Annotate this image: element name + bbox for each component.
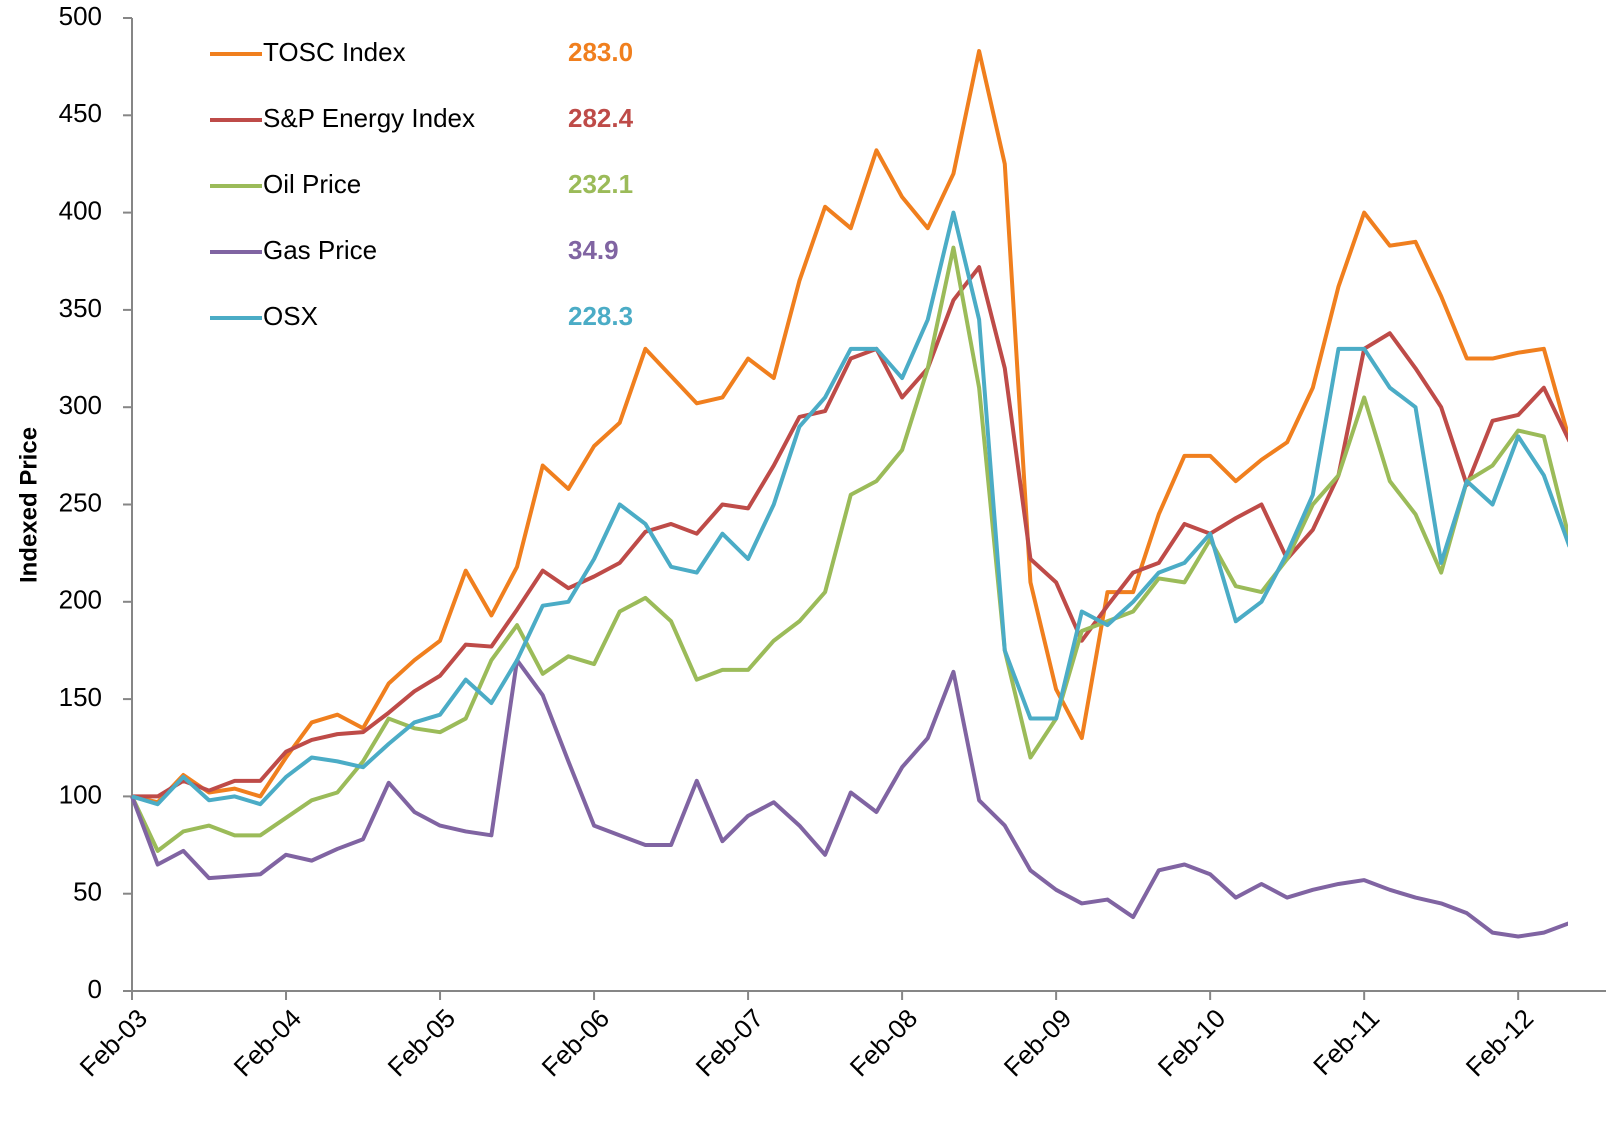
legend-label: S&P Energy Index [263,103,475,133]
legend-value: 228.3 [568,301,633,331]
x-tick-label: Feb-09 [998,1003,1077,1082]
series-group [131,210,1568,807]
series-line [130,245,1568,853]
series-line [131,49,1568,805]
legend-label: Gas Price [263,235,377,265]
legend-label: OSX [263,301,318,331]
x-tick-label: Feb-05 [382,1003,461,1082]
x-tick-label: Feb-10 [1152,1003,1231,1082]
x-tick-label: Feb-11 [1307,1003,1385,1081]
y-tick-label: 450 [59,98,102,128]
y-axis-title: Indexed Price [15,427,42,583]
y-tick-label: 200 [59,585,102,615]
y-tick-label: 0 [88,974,102,1004]
y-tick-label: 250 [59,487,102,517]
legend-label: Oil Price [263,169,361,199]
x-tick-label: Feb-08 [844,1003,923,1082]
legend-value: 34.9 [568,235,619,265]
series-line [131,210,1568,807]
series-group [131,49,1568,805]
y-tick-label: 50 [73,877,102,907]
y-tick-label: 350 [59,293,102,323]
series-group [130,658,1568,939]
x-tick-label: Feb-03 [74,1003,153,1082]
legend-value: 283.0 [568,37,633,67]
y-tick-label: 400 [59,195,102,225]
series-group [132,265,1568,799]
x-tick-label: Feb-06 [536,1003,615,1082]
y-tick-label: 500 [59,1,102,31]
y-tick-label: 150 [59,682,102,712]
x-tick-label: Feb-07 [690,1003,769,1082]
series-line [130,658,1568,939]
legend-label: TOSC Index [263,37,406,67]
series-line [132,265,1568,799]
legend-value: 282.4 [568,103,634,133]
y-tick-label: 300 [59,390,102,420]
legend-value: 232.1 [568,169,633,199]
y-tick-label: 100 [59,779,102,809]
x-tick-label: Feb-04 [228,1003,307,1082]
x-tick-label: Feb-12 [1460,1003,1539,1082]
series-group [130,245,1568,853]
